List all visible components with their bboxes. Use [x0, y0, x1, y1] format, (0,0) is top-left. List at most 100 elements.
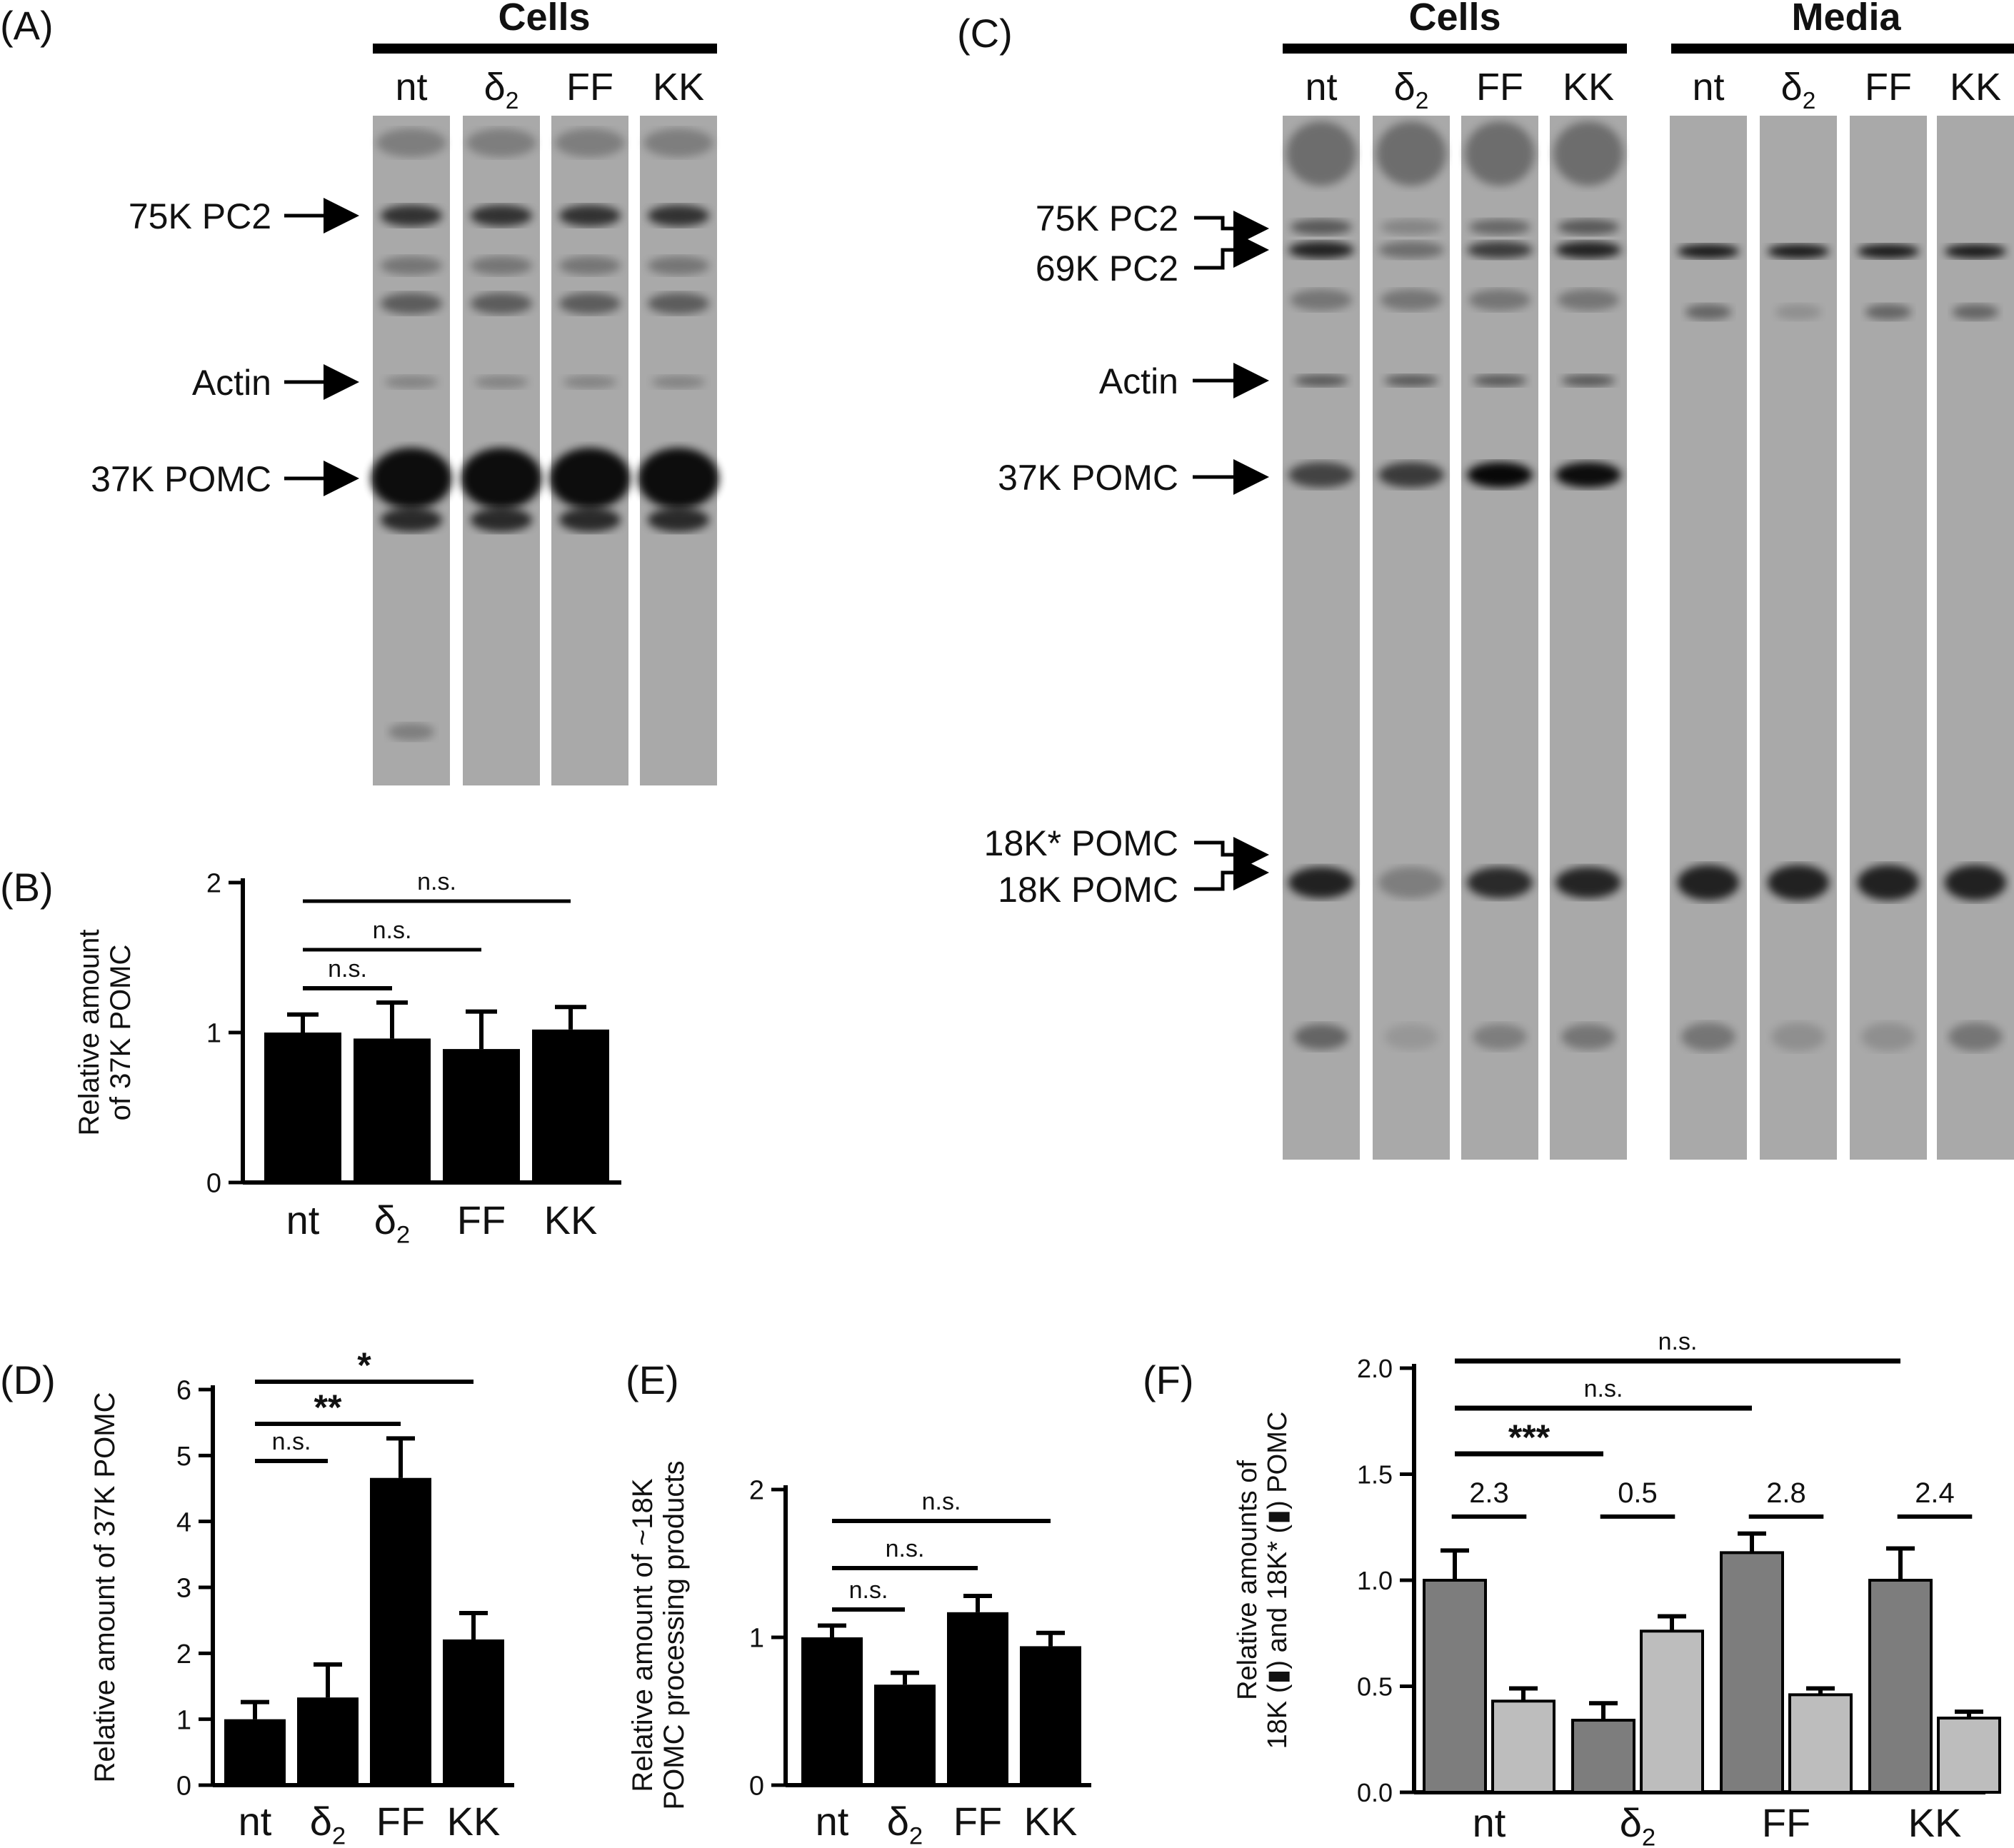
gel-c-band-mid — [1557, 289, 1620, 311]
gel-a-band-mid — [647, 256, 710, 275]
gel-c-band-75k — [1290, 219, 1353, 235]
gel-c-band-69k — [1378, 241, 1444, 258]
gel-a-band-actin — [651, 376, 706, 388]
y-tick-label: 0 — [749, 1772, 764, 1802]
gel-c-marker-arrow — [1194, 211, 1269, 246]
x-tick-label: nt — [286, 1197, 320, 1242]
y-tick-label: 2 — [749, 1476, 764, 1506]
gel-c-lane — [1670, 116, 1747, 1160]
bar — [1788, 1693, 1853, 1794]
gel-a-band-37k-lower — [380, 508, 443, 532]
gel-a-band-37k — [638, 448, 719, 509]
bar — [354, 1038, 431, 1182]
gel-a-band-actin — [384, 376, 439, 388]
x-tick-label: FF — [376, 1799, 425, 1844]
significance-label: n.s. — [922, 1488, 961, 1515]
panel-label-b: (B) — [0, 865, 54, 910]
ratio-label: 0.5 — [1618, 1477, 1658, 1509]
y-axis-label: Relative amounts of — [1233, 1460, 1263, 1700]
y-axis-label: Relative amount of 37K POMC — [89, 1392, 121, 1783]
x-tick-label: FF — [1762, 1800, 1810, 1845]
gel-c-band-37k — [1378, 462, 1444, 488]
gel-c-marker-label: 18K* POMC — [984, 823, 1178, 863]
significance-label: n.s. — [849, 1577, 888, 1604]
bar — [443, 1639, 504, 1785]
significance-label: n.s. — [1658, 1328, 1698, 1355]
gel-c-band-low — [1948, 1023, 2003, 1051]
bar — [1937, 1717, 2001, 1794]
bar — [532, 1029, 609, 1182]
gel-a-band-mid2 — [647, 293, 710, 314]
gel-c-band-75k — [1468, 219, 1531, 235]
gel-c-band-37k — [1288, 462, 1354, 488]
gel-a-band-mid2 — [380, 293, 443, 314]
panel-label-d: (D) — [0, 1357, 56, 1402]
bar — [1020, 1646, 1081, 1785]
ratio-label: 2.8 — [1766, 1477, 1806, 1509]
x-tick-label: δ2 — [310, 1799, 346, 1848]
significance-label: n.s. — [373, 917, 412, 944]
significance-label: * — [357, 1345, 371, 1385]
bar — [297, 1697, 359, 1785]
gel-a-band-top — [466, 129, 536, 157]
y-axis-label: 18K (▮) and 18K* (▮) POMC — [1263, 1412, 1293, 1749]
gel-a-band-37k-lower — [470, 508, 533, 532]
gel-a-lane-label: FF — [566, 66, 613, 109]
gel-c-band-37k — [1555, 462, 1621, 488]
gel-a-lane-label: nt — [395, 66, 427, 109]
x-tick-label: KK — [447, 1799, 501, 1844]
gel-c-band-18k — [1767, 865, 1830, 900]
gel-c-lane — [1850, 116, 1927, 1160]
gel-c-marker-label: Actin — [1099, 361, 1178, 401]
x-tick-label: nt — [816, 1799, 849, 1844]
gel-c-band-69k — [1857, 244, 1920, 258]
x-tick-label: nt — [239, 1799, 272, 1844]
gel-c-band-low — [1294, 1024, 1348, 1050]
gel-c-band-18k — [1378, 867, 1444, 898]
bar — [947, 1612, 1008, 1785]
chart-f: 0.0 0.5 1.0 1.5 2.0 Relative amounts of 18K (▮… — [1233, 1328, 2001, 1848]
significance-label: n.s. — [272, 1428, 311, 1455]
gel-c-band-low — [1473, 1024, 1527, 1050]
y-tick-label: 0 — [176, 1772, 191, 1802]
y-tick-label: 1 — [206, 1019, 221, 1049]
gel-c-band-69k — [1288, 241, 1354, 258]
gel-a-band-37k-lower — [647, 508, 710, 532]
gel-c-band-69k — [1767, 244, 1830, 258]
y-tick-label: 3 — [176, 1574, 191, 1604]
gel-a: Cells nt δ2 FF KK 75K PC2 Actin 37K POMC — [91, 0, 719, 785]
gel-a-band-mid — [380, 256, 443, 275]
gel-c-band-low — [1861, 1023, 1915, 1051]
gel-c-band-18k — [1857, 865, 1920, 900]
gel-c-lane — [1461, 116, 1538, 1160]
gel-a-band-37k — [549, 448, 631, 509]
gel-a-marker-label: 75K PC2 — [129, 196, 271, 236]
gel-c-band-top — [1465, 121, 1535, 186]
bar — [1491, 1699, 1555, 1794]
gel-c-band-top — [1376, 121, 1446, 186]
gel-c-band-18k — [1677, 865, 1740, 900]
gel-c-band-69k — [1944, 244, 2007, 258]
bar — [1423, 1579, 1487, 1794]
gel-a-band-37k — [371, 448, 452, 509]
bar — [224, 1719, 286, 1785]
bar — [1720, 1551, 1784, 1794]
gel-a-band-37k — [461, 448, 542, 509]
gel-c-lane-label: FF — [1865, 66, 1912, 109]
significance-label: n.s. — [417, 868, 456, 895]
x-tick-label: FF — [953, 1799, 1002, 1844]
bar — [1640, 1629, 1704, 1794]
x-tick-label: nt — [1473, 1800, 1506, 1845]
gel-a-band-top — [643, 129, 713, 157]
y-tick-label: 1 — [176, 1705, 191, 1735]
panel-label-a: (A) — [0, 3, 54, 48]
bar — [801, 1637, 863, 1785]
gel-c-lane-label: KK — [1950, 66, 2001, 109]
y-tick-label: 0.5 — [1357, 1672, 1393, 1701]
gel-c-band-18k — [1288, 867, 1354, 898]
panel-label-c: (C) — [957, 11, 1013, 56]
y-tick-label: 6 — [176, 1376, 191, 1406]
y-tick-label: 4 — [176, 1507, 191, 1537]
significance-label: n.s. — [886, 1535, 925, 1562]
